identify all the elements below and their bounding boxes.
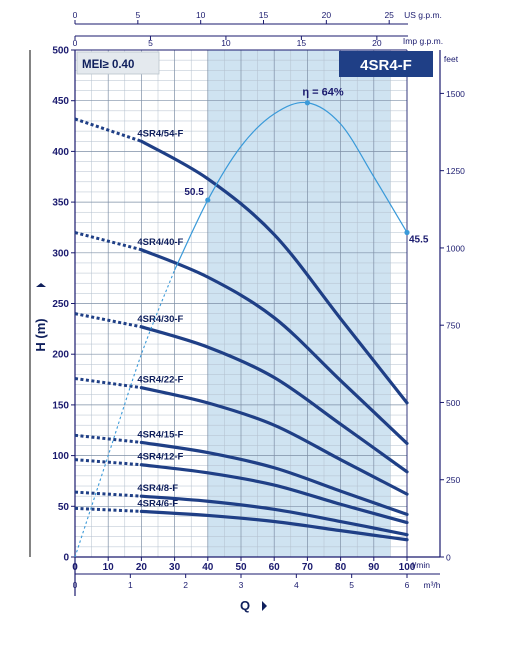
x-tick-label-impgpm: 0 [73, 38, 78, 48]
y-axis-title: H (m) [33, 318, 48, 351]
curve-label-4SR4/6-F: 4SR4/6-F [137, 498, 178, 509]
y-tick-label-feet: 1500 [446, 89, 465, 99]
x-tick-label-usgpm: 5 [135, 10, 140, 20]
model-badge: 4SR4-F [339, 51, 433, 77]
efficiency-label-right: 45.5 [409, 235, 429, 246]
x-tick-label-lmin: 0 [72, 562, 78, 573]
y-tick-label: 250 [52, 299, 69, 310]
x-tick-label-usgpm: 0 [73, 10, 78, 20]
x-tick-label-m3h: 6 [405, 580, 410, 590]
curve-dashed-segment [74, 506, 142, 513]
y-tick-label-feet: 750 [446, 321, 460, 331]
curve-dashed-segment [74, 312, 142, 329]
y-tick-label: 150 [52, 400, 69, 411]
x-unit-impgpm: Imp g.p.m. [403, 36, 443, 46]
model-badge-box [339, 51, 433, 77]
y-tick-label: 0 [63, 553, 69, 564]
x-tick-label-impgpm: 10 [221, 38, 231, 48]
curve-4SR4/12-F [139, 463, 409, 525]
curve-4SR4/30-F [139, 325, 409, 474]
x-tick-label-impgpm: 15 [297, 38, 307, 48]
y-tick-label: 100 [52, 451, 69, 462]
x-tick-label-lmin: 80 [335, 562, 347, 573]
x-tick-label-lmin: 30 [169, 562, 181, 573]
curve-labels: 4SR4/54-F 4SR4/40-F 4SR4/30-F 4SR4/22-F 4SR4… [137, 128, 183, 509]
curve-4SR4/54-F [139, 139, 409, 405]
curve-label-4SR4/40-F: 4SR4/40-F [137, 237, 183, 248]
x-tick-label-m3h: 0 [73, 580, 78, 590]
efficiency-curve-dashed [74, 269, 176, 558]
x-axis-title: Q [240, 598, 250, 613]
efficiency-marker [205, 197, 211, 203]
x-tick-label-usgpm: 10 [196, 10, 206, 20]
x-tick-label-m3h: 1 [128, 580, 133, 590]
curve-4SR4/22-F [139, 386, 409, 496]
x-unit-usgpm: US g.p.m. [404, 10, 442, 20]
x-tick-label-m3h: 4 [294, 580, 299, 590]
y-tick-label: 50 [58, 502, 70, 513]
mei-badge: MEI≥ 0.40 [76, 51, 160, 75]
y-tick-label: 350 [52, 198, 69, 209]
curve-label-4SR4/22-F: 4SR4/22-F [137, 375, 183, 386]
x-axis-arrow-icon [262, 601, 267, 611]
y-tick-label-feet: 1000 [446, 243, 465, 253]
x-tick-label-lmin: 10 [103, 562, 115, 573]
curve-4SR4/40-F [139, 248, 409, 446]
efficiency-marker [304, 100, 310, 106]
x-tick-label-impgpm: 5 [148, 38, 153, 48]
x-tick-label-impgpm: 20 [372, 38, 382, 48]
x-tick-label-lmin: 50 [235, 562, 247, 573]
curve-dashed-segment [74, 458, 142, 467]
curve-label-4SR4/15-F: 4SR4/15-F [137, 429, 183, 440]
x-unit-m3h: m³/h [424, 580, 441, 590]
x-tick-label-lmin: 100 [399, 562, 416, 573]
curve-dashed-segment [74, 377, 142, 390]
curve-label-4SR4/54-F: 4SR4/54-F [137, 128, 183, 139]
efficiency-label-left: 50.5 [184, 187, 204, 198]
y-tick-label: 400 [52, 147, 69, 158]
curve-dashed-segment [74, 231, 142, 252]
y-unit-feet: feet [444, 54, 459, 64]
mei-badge-text: MEI≥ 0.40 [82, 59, 134, 71]
curve-4SR4/8-F [139, 494, 409, 537]
x-tick-label-lmin: 40 [202, 562, 214, 573]
y-tick-label: 450 [52, 96, 69, 107]
y-tick-label-feet: 1250 [446, 166, 465, 176]
curve-dashed-segment [74, 490, 142, 498]
x-tick-label-lmin: 60 [269, 562, 281, 573]
x-tick-label-lmin: 90 [368, 562, 380, 573]
x-tick-label-m3h: 5 [349, 580, 354, 590]
curve-dashed-segment [74, 433, 142, 444]
y-tick-label-feet: 250 [446, 475, 460, 485]
y-tick-label: 300 [52, 248, 69, 259]
y-tick-label-feet: 500 [446, 398, 460, 408]
x-tick-label-usgpm: 20 [322, 10, 332, 20]
efficiency-label-peak: η = 64% [302, 87, 343, 99]
model-badge-text: 4SR4-F [360, 57, 412, 74]
curve-label-4SR4/30-F: 4SR4/30-F [137, 314, 183, 325]
y-tick-label-feet: 0 [446, 553, 451, 563]
curve-dashed-segment [74, 117, 142, 143]
curve-4SR4/6-F [139, 509, 409, 542]
curve-label-4SR4/12-F: 4SR4/12-F [137, 452, 183, 463]
x-tick-label-m3h: 2 [183, 580, 188, 590]
x-tick-label-lmin: 70 [302, 562, 314, 573]
curves [74, 117, 409, 542]
curve-4SR4/15-F [139, 440, 409, 517]
y-tick-label: 200 [52, 350, 69, 361]
curve-label-4SR4/8-F: 4SR4/8-F [137, 483, 178, 494]
x-tick-label-m3h: 3 [239, 580, 244, 590]
x-tick-label-usgpm: 25 [384, 10, 394, 20]
x-tick-label-usgpm: 15 [259, 10, 269, 20]
mei-badge-box [76, 51, 160, 75]
efficiency-curve: 50.5 η = 64% 45.5 [74, 87, 429, 558]
y-tick-label: 500 [52, 46, 69, 57]
y-axis-arrow-icon [36, 283, 46, 287]
x-unit-lmin: l/min [412, 560, 430, 570]
x-tick-label-lmin: 20 [136, 562, 148, 573]
efficiency-marker [404, 229, 410, 236]
